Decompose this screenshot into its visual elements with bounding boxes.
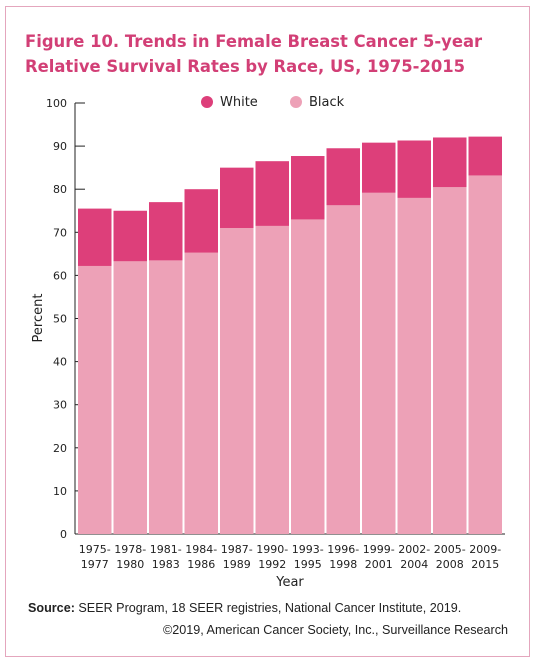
bar-black bbox=[433, 187, 467, 535]
x-tick-label-line: 2004 bbox=[400, 558, 428, 571]
x-tick-label: 1981- 1983 bbox=[150, 543, 182, 571]
y-tick-label: 90 bbox=[53, 140, 67, 153]
x-tick-label-line: 1993- bbox=[292, 543, 324, 556]
y-axis-title: Percent bbox=[31, 294, 46, 343]
legend-label-black: Black bbox=[309, 95, 345, 110]
x-tick-label-line: 2001 bbox=[365, 558, 393, 571]
bar-black bbox=[220, 227, 254, 535]
x-tick-label-line: 2005- bbox=[434, 543, 466, 556]
x-tick-label-line: 2009- bbox=[469, 543, 501, 556]
bar-black bbox=[468, 175, 502, 534]
x-axis-title: Year bbox=[275, 575, 304, 590]
y-tick-label: 80 bbox=[53, 183, 67, 196]
y-tick-label: 70 bbox=[53, 226, 67, 239]
x-tick-label-line: 1996- bbox=[327, 543, 359, 556]
y-tick-label: 50 bbox=[53, 313, 67, 326]
x-tick-label: 2009- 2015 bbox=[469, 543, 501, 571]
bar-black bbox=[184, 252, 218, 534]
title-line-1: Figure 10. Trends in Female Breast Cance… bbox=[25, 32, 483, 51]
x-tick-label-line: 1990- bbox=[256, 543, 288, 556]
x-tick-label: 1975- 1977 bbox=[79, 543, 111, 571]
figure-frame bbox=[5, 6, 530, 657]
x-tick-label-line: 1987- bbox=[221, 543, 253, 556]
x-tick-label-line: 1986 bbox=[187, 558, 215, 571]
y-tick-label: 10 bbox=[53, 485, 67, 498]
bar-black bbox=[291, 219, 325, 534]
x-tick-label: 1990- 1992 bbox=[256, 543, 288, 571]
bar-black bbox=[149, 260, 183, 534]
x-tick-label: 2002- 2004 bbox=[398, 543, 430, 571]
x-tick-label-line: 1989 bbox=[223, 558, 251, 571]
y-tick-label: 20 bbox=[53, 442, 67, 455]
bar-black bbox=[78, 265, 112, 534]
bar-black bbox=[397, 197, 431, 534]
x-tick-label-line: 1998 bbox=[329, 558, 357, 571]
y-tick-label: 30 bbox=[53, 399, 67, 412]
y-tick-label: 60 bbox=[53, 269, 67, 282]
x-tick-label-line: 1983 bbox=[152, 558, 180, 571]
x-tick-label-line: 2002- bbox=[398, 543, 430, 556]
x-tick-label: 1978- 1980 bbox=[114, 543, 146, 571]
y-tick-label: 0 bbox=[60, 528, 67, 541]
x-tick-label: 2005- 2008 bbox=[434, 543, 466, 571]
legend-label-white: White bbox=[220, 95, 258, 110]
x-tick-label-line: 1999- bbox=[363, 543, 395, 556]
x-tick-label-line: 1975- bbox=[79, 543, 111, 556]
title-line-2: Relative Survival Rates by Race, US, 197… bbox=[25, 57, 466, 76]
x-tick-label-line: 1981- bbox=[150, 543, 182, 556]
source-note: Source: SEER Program, 18 SEER registries… bbox=[28, 601, 461, 615]
legend-swatch-white bbox=[201, 96, 213, 108]
copyright-note: ©2019, American Cancer Society, Inc., Su… bbox=[162, 623, 508, 637]
bar-black bbox=[113, 261, 147, 534]
x-tick-label-line: 1984- bbox=[185, 543, 217, 556]
x-tick-label-line: 1992 bbox=[258, 558, 286, 571]
figure-title: Figure 10. Trends in Female Breast Cance… bbox=[25, 29, 525, 79]
source-text: SEER Program, 18 SEER registries, Nation… bbox=[74, 601, 462, 615]
x-tick-label: 1996- 1998 bbox=[327, 543, 359, 571]
legend-swatch-black bbox=[290, 96, 302, 108]
x-tick-label-line: 1995 bbox=[294, 558, 322, 571]
y-tick-label: 100 bbox=[46, 97, 67, 110]
x-tick-label-line: 1978- bbox=[114, 543, 146, 556]
y-tick-label: 40 bbox=[53, 356, 67, 369]
x-tick-label-line: 1980 bbox=[116, 558, 144, 571]
x-tick-label-line: 1977 bbox=[81, 558, 109, 571]
bar-black bbox=[362, 192, 396, 534]
x-tick-label-line: 2015 bbox=[471, 558, 499, 571]
x-tick-label: 1993- 1995 bbox=[292, 543, 324, 571]
source-label: Source: bbox=[28, 601, 75, 615]
x-tick-label-line: 2008 bbox=[436, 558, 464, 571]
x-tick-label: 1984- 1986 bbox=[185, 543, 217, 571]
x-tick-label: 1999- 2001 bbox=[363, 543, 395, 571]
bar-black bbox=[255, 225, 289, 534]
x-tick-label: 1987- 1989 bbox=[221, 543, 253, 571]
bar-black bbox=[326, 205, 360, 534]
